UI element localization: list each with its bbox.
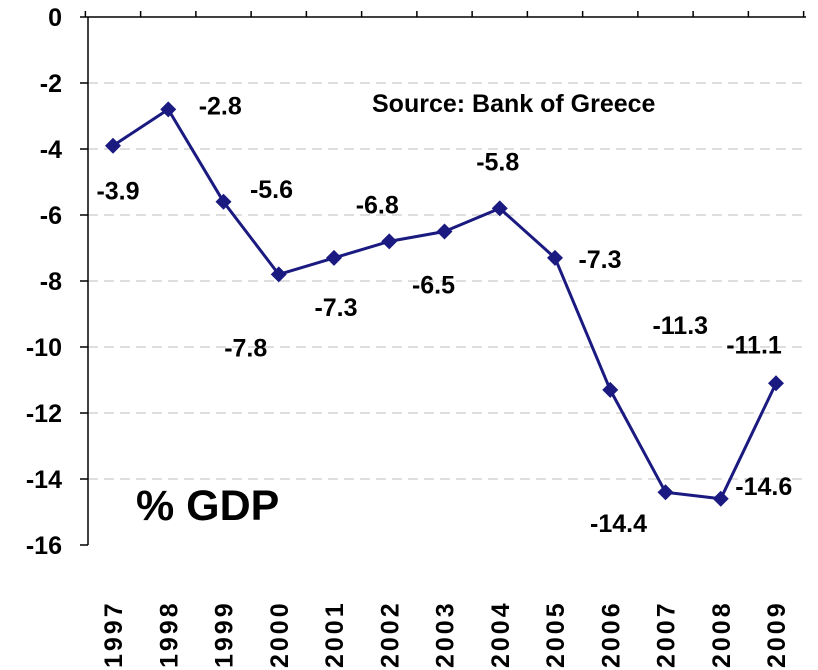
data-label: -14.4 bbox=[590, 510, 647, 538]
y-tick-label: 0 bbox=[48, 4, 62, 32]
data-point-marker bbox=[160, 101, 177, 118]
y-tick-label: -4 bbox=[40, 136, 62, 164]
x-tick-label: 2002 bbox=[376, 600, 404, 668]
unit-annotation: % GDP bbox=[136, 482, 279, 530]
x-tick-label: 2001 bbox=[321, 600, 349, 668]
data-point-marker bbox=[491, 200, 508, 217]
data-label: -3.9 bbox=[96, 178, 139, 206]
y-tick-label: -8 bbox=[40, 268, 62, 296]
y-tick-label: -6 bbox=[40, 202, 62, 230]
y-tick-label: -14 bbox=[26, 466, 62, 494]
x-tick-label: 2008 bbox=[708, 600, 736, 668]
x-tick-label: 2009 bbox=[763, 600, 791, 668]
data-label: -6.5 bbox=[412, 272, 455, 300]
data-label: -7.3 bbox=[578, 246, 621, 274]
data-point-marker bbox=[326, 249, 342, 266]
x-tick-label: 1997 bbox=[100, 600, 128, 668]
y-tick-label: -12 bbox=[26, 400, 62, 428]
x-tick-label: 2006 bbox=[597, 600, 625, 668]
data-label: -7.8 bbox=[224, 334, 267, 362]
y-tick-label: -2 bbox=[40, 70, 62, 98]
data-point-marker bbox=[105, 137, 121, 154]
x-tick-label: 2003 bbox=[432, 600, 460, 668]
data-point-marker bbox=[547, 249, 563, 266]
y-tick-label: -10 bbox=[26, 334, 62, 362]
x-tick-label: 1999 bbox=[211, 600, 239, 668]
x-tick-label: 1998 bbox=[155, 600, 183, 668]
data-label: -11.1 bbox=[726, 331, 782, 359]
data-point-marker bbox=[602, 381, 619, 398]
y-tick-label: -16 bbox=[26, 532, 62, 560]
x-axis-ticks: 1997 1998 1999 2000 2001 2002 2003 2004 2005 2006… bbox=[84, 11, 805, 668]
x-tick-label: 2005 bbox=[542, 600, 570, 668]
source-annotation: Source: Bank of Greece bbox=[372, 90, 656, 118]
data-label: -6.8 bbox=[356, 191, 399, 219]
data-label: -5.8 bbox=[476, 148, 519, 176]
data-point-marker bbox=[381, 233, 398, 250]
data-label: -7.3 bbox=[314, 294, 357, 322]
data-point-marker bbox=[436, 223, 453, 240]
series-line bbox=[112, 107, 778, 501]
x-tick-label: 2004 bbox=[487, 600, 515, 668]
x-tick-label: 2000 bbox=[266, 600, 294, 668]
data-label: -5.6 bbox=[250, 176, 293, 204]
data-point-marker bbox=[657, 484, 674, 501]
data-point-marker bbox=[215, 193, 232, 210]
data-point-marker bbox=[768, 375, 784, 392]
data-point-marker bbox=[712, 490, 729, 507]
gridlines bbox=[88, 82, 806, 480]
y-axis-ticks: 0 -2 -4 -6 -8 -10 -12 -14 -16 bbox=[26, 4, 88, 560]
data-point-marker bbox=[270, 266, 287, 283]
data-label: -14.6 bbox=[735, 473, 792, 501]
data-label: -2.8 bbox=[199, 92, 242, 120]
data-labels: -3.9 -2.8 -5.6 -7.8 -7.3 -6.8 -6.5 -5.8 -7.3 -11.… bbox=[96, 92, 792, 538]
series-layer bbox=[105, 101, 784, 507]
x-tick-label: 2007 bbox=[653, 600, 681, 668]
data-label: -11.3 bbox=[652, 312, 708, 340]
